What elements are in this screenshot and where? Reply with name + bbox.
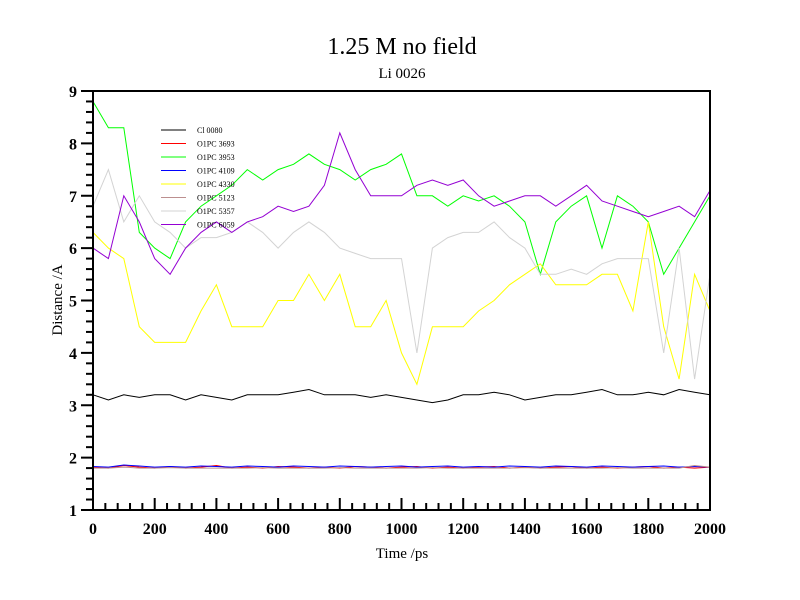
x-tick-label: 1200 xyxy=(447,521,479,538)
x-tick-label: 400 xyxy=(204,521,228,538)
legend-label: Cl 0080 xyxy=(197,126,223,135)
y-tick-label: 5 xyxy=(69,294,77,311)
x-tick-label: 2000 xyxy=(694,521,726,538)
y-axis-label: Distance /A xyxy=(50,264,66,335)
legend-label: O1PC 6059 xyxy=(197,221,235,230)
series-line-4 xyxy=(92,221,711,386)
y-tick-label: 7 xyxy=(69,189,77,206)
x-tick-label: 800 xyxy=(328,521,352,538)
y-tick-label: 9 xyxy=(69,84,77,101)
legend: Cl 0080 O1PC 3693 O1PC 3953 O1PC 4109 O1PC 4… xyxy=(161,126,235,230)
series-line-6 xyxy=(92,168,711,380)
legend-label: O1PC 4109 xyxy=(197,167,235,176)
series-line-5 xyxy=(93,464,711,469)
series-line-7 xyxy=(92,131,711,276)
legend-label: O1PC 5357 xyxy=(197,207,235,216)
x-tick-label: 1000 xyxy=(386,521,418,538)
series-layer xyxy=(92,101,711,469)
series-line-0 xyxy=(92,388,711,404)
x-tick-label: 1600 xyxy=(571,521,603,538)
y-tick-label: 2 xyxy=(69,451,77,468)
x-tick-label: 200 xyxy=(143,521,167,538)
chart-subtitle: Li 0026 xyxy=(378,66,426,82)
ticks-layer: 0 200 400 600 800 1000 1200 1400 1600 1800 2000 1 2 3… xyxy=(69,84,726,538)
y-tick-label: 8 xyxy=(69,136,77,153)
legend-label: O1PC 4330 xyxy=(197,180,235,189)
y-tick-label: 3 xyxy=(69,398,77,415)
series-line-2 xyxy=(92,101,711,277)
y-tick-label: 1 xyxy=(69,503,77,520)
x-axis-label: Time /ps xyxy=(376,546,429,562)
x-tick-label: 600 xyxy=(266,521,290,538)
x-tick-label: 0 xyxy=(89,521,97,538)
y-tick-label: 4 xyxy=(69,346,77,363)
x-tick-label: 1400 xyxy=(509,521,541,538)
legend-label: O1PC 5123 xyxy=(197,194,235,203)
y-tick-label: 6 xyxy=(69,241,77,258)
legend-label: O1PC 3693 xyxy=(197,140,235,149)
legend-label: O1PC 3953 xyxy=(197,153,235,162)
chart-title: 1.25 M no field xyxy=(327,34,476,60)
x-tick-label: 1800 xyxy=(632,521,664,538)
series-line-3 xyxy=(92,464,711,468)
